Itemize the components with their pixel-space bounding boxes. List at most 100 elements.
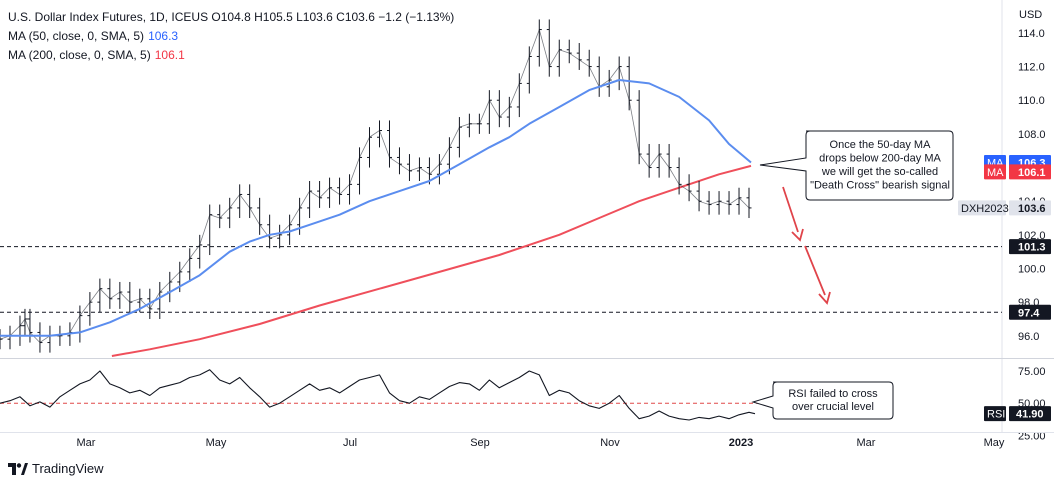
price-bar[interactable] [157,281,163,319]
ma50-label: MA (50, close, 0, SMA, 5) [8,29,145,43]
price-bar[interactable] [87,292,93,326]
price-bar[interactable] [337,177,343,205]
projection-arrows[interactable] [782,186,831,305]
price-bar[interactable] [247,184,253,219]
price-bar[interactable] [267,214,273,249]
death-cross-callout[interactable]: Once the 50-day MA drops below 200-day MA… [759,130,954,201]
price-bar[interactable] [367,127,373,168]
price-bar[interactable] [526,46,532,94]
time-tick-label: Jul [343,437,357,449]
tradingview-icon [8,462,28,475]
arrow-head [818,291,831,305]
ma200-value: 106.1 [154,48,185,62]
price-bar[interactable] [277,224,283,249]
price-bar[interactable] [516,73,522,118]
legend-main: U.S. Dollar Index Futures, 1D, ICEUS O10… [8,8,454,27]
price-bar[interactable] [716,191,722,215]
price-badge-tag [984,164,1006,180]
price-bar[interactable] [666,143,672,178]
price-bar[interactable] [396,147,402,175]
price-bar[interactable] [77,305,83,343]
price-bar[interactable] [17,315,23,346]
price-bar[interactable] [37,322,43,353]
tradingview-logo[interactable]: TradingView [8,461,104,476]
price-bar[interactable] [696,181,702,212]
price-bar[interactable] [107,278,113,309]
price-bar[interactable] [47,325,53,353]
price-bar[interactable] [506,96,512,128]
price-bar[interactable] [686,174,692,202]
price-bar[interactable] [197,234,203,269]
price-bar[interactable] [22,308,28,336]
price-bar[interactable] [416,157,422,181]
level-badge [1009,239,1051,255]
price-bar[interactable] [237,184,243,219]
chart-legend: U.S. Dollar Index Futures, 1D, ICEUS O10… [8,8,454,65]
price-bar[interactable] [327,177,333,208]
price-bar[interactable] [566,39,572,64]
price-bar[interactable] [736,187,742,215]
price-badge[interactable]: DXH2023 103.6 [958,200,1051,216]
price-tick-label: 96.0 [1018,331,1039,343]
price-bar[interactable] [386,120,392,168]
price-bar[interactable] [167,271,173,303]
price-bar[interactable] [357,147,363,195]
price-bar[interactable] [406,154,412,181]
rsi-badge[interactable]: RSI 41.90 [984,406,1051,422]
callout-text-line: Once the 50-day MA [830,139,932,151]
price-bar[interactable] [496,90,502,128]
price-bar[interactable] [456,117,462,158]
price-bar[interactable] [257,197,263,235]
price-badge-box [1009,200,1051,216]
legend-ma50[interactable]: MA (50, close, 0, SMA, 5) 106.3 [8,27,454,46]
price-bar[interactable] [376,120,382,148]
ma50-value: 106.3 [148,29,179,43]
price-panel: 114.0112.0110.0108.0104.0102.0100.098.09… [0,0,1054,432]
price-bar[interactable] [626,56,632,111]
x-axis: Mar May Jul Sep Nov 2023 Mar May [0,432,1054,449]
rsi-tick-label: 25.00 [1018,430,1046,442]
price-badge-tag [958,200,1006,216]
ma200-line[interactable] [111,164,752,357]
arrow-segment [782,186,799,233]
price-bar[interactable] [27,308,33,343]
time-tick-label: 2023 [729,437,753,449]
currency-label[interactable]: USD [1019,9,1043,21]
rsi-badge-box [1009,406,1051,422]
price-bar[interactable] [127,281,133,313]
price-bar[interactable] [466,113,472,138]
price-bar[interactable] [486,90,492,134]
price-bar[interactable] [546,19,552,77]
price-bar[interactable] [7,325,13,350]
price-bar[interactable] [746,187,752,219]
price-bar[interactable] [646,143,652,178]
legend-ma200[interactable]: MA (200, close, 0, SMA, 5) 106.1 [8,46,454,65]
price-bar[interactable] [726,191,732,215]
time-tick-label: Nov [600,437,620,449]
price-bar[interactable] [187,248,193,282]
ma50-line[interactable] [0,79,752,337]
symbol-info[interactable]: U.S. Dollar Index Futures, 1D, ICEUS O10… [8,10,455,24]
price-bar[interactable] [556,39,562,77]
price-bar[interactable] [287,214,293,245]
price-bar[interactable] [317,181,323,208]
price-bar[interactable] [347,174,353,205]
price-bar[interactable] [207,204,213,256]
price-bar[interactable] [656,143,662,178]
price-bar[interactable] [586,49,592,77]
price-bar[interactable] [536,19,542,67]
price-bar[interactable] [97,278,103,313]
price-badge[interactable]: MA 106.1 [984,164,1051,180]
price-bar[interactable] [227,197,233,229]
price-bar[interactable] [576,43,582,70]
price-tick-label: 100.0 [1018,264,1046,276]
price-bar[interactable] [307,181,313,219]
callout-text-line: drops below 200-day MA [819,153,941,165]
price-bar[interactable] [596,56,602,97]
price-tick-label: 114.0 [1018,28,1045,40]
price-bar[interactable] [706,191,712,215]
price-bar[interactable] [436,154,442,185]
rsi-line[interactable] [0,369,756,421]
price-bar[interactable] [117,281,123,309]
